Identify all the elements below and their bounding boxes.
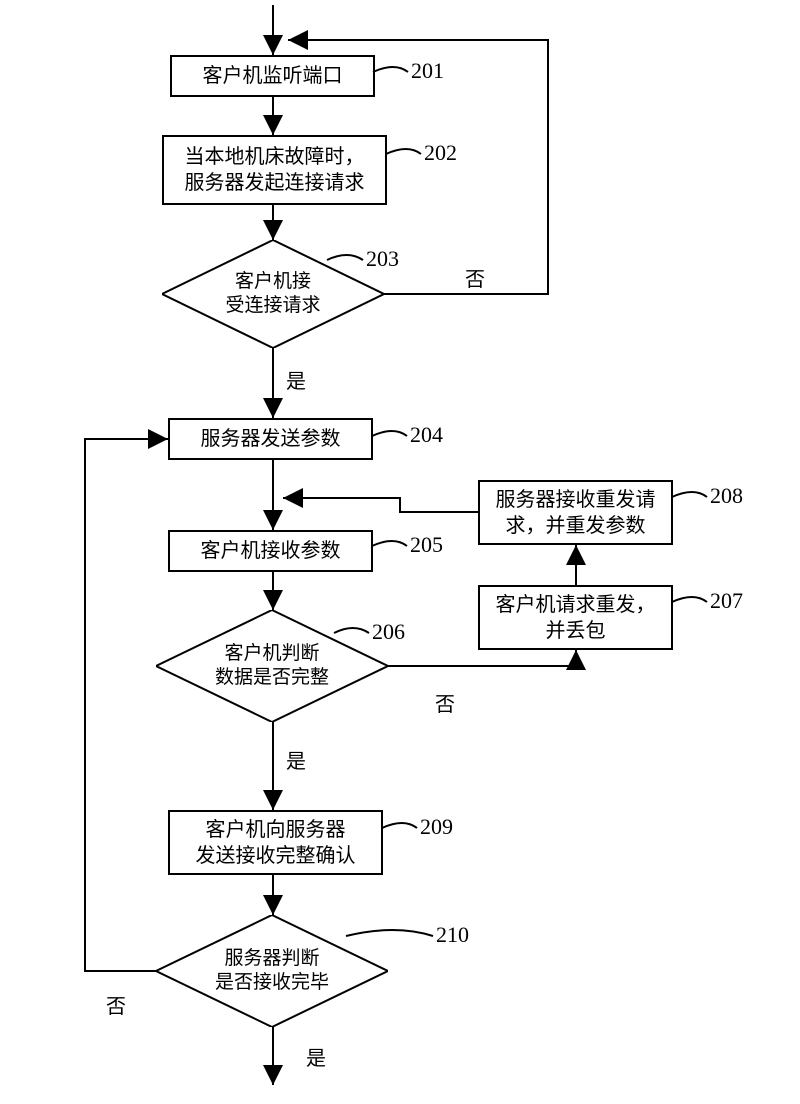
process-207-text: 客户机请求重发，并丢包 bbox=[496, 592, 656, 644]
label-201: 201 bbox=[411, 58, 444, 84]
label-208: 208 bbox=[710, 483, 743, 509]
label-207: 207 bbox=[710, 588, 743, 614]
decision-210-text: 服务器判断是否接收完毕 bbox=[156, 915, 388, 1027]
label-204: 204 bbox=[410, 422, 443, 448]
process-202-text: 当本地机床故障时，服务器发起连接请求 bbox=[185, 144, 365, 196]
label-210: 210 bbox=[436, 922, 469, 948]
flowchart-connectors bbox=[0, 0, 800, 1104]
process-208: 服务器接收重发请求，并重发参数 bbox=[478, 480, 673, 545]
decision-203: 客户机接受连接请求 bbox=[162, 240, 384, 348]
branch-210-yes: 是 bbox=[306, 1042, 326, 1071]
branch-203-no: 否 bbox=[465, 263, 485, 292]
label-202: 202 bbox=[424, 140, 457, 166]
label-209: 209 bbox=[420, 814, 453, 840]
decision-206-text: 客户机判断数据是否完整 bbox=[156, 610, 388, 722]
decision-203-text: 客户机接受连接请求 bbox=[162, 240, 384, 348]
process-207: 客户机请求重发，并丢包 bbox=[478, 585, 673, 650]
decision-210: 服务器判断是否接收完毕 bbox=[156, 915, 388, 1027]
process-201-text: 客户机监听端口 bbox=[203, 63, 343, 89]
label-203: 203 bbox=[366, 246, 399, 272]
process-209: 客户机向服务器发送接收完整确认 bbox=[168, 810, 383, 875]
label-206: 206 bbox=[372, 619, 405, 645]
branch-206-yes: 是 bbox=[286, 745, 306, 774]
branch-206-no: 否 bbox=[435, 688, 455, 717]
process-204: 服务器发送参数 bbox=[168, 418, 373, 460]
process-209-text: 客户机向服务器发送接收完整确认 bbox=[196, 817, 356, 869]
process-205-text: 客户机接收参数 bbox=[201, 538, 341, 564]
process-205: 客户机接收参数 bbox=[168, 530, 373, 572]
process-204-text: 服务器发送参数 bbox=[201, 426, 341, 452]
process-208-text: 服务器接收重发请求，并重发参数 bbox=[496, 487, 656, 539]
process-202: 当本地机床故障时，服务器发起连接请求 bbox=[162, 135, 387, 205]
branch-203-yes: 是 bbox=[286, 365, 306, 394]
label-205: 205 bbox=[410, 532, 443, 558]
process-201: 客户机监听端口 bbox=[170, 55, 375, 97]
decision-206: 客户机判断数据是否完整 bbox=[156, 610, 388, 722]
branch-210-no: 否 bbox=[106, 990, 126, 1019]
